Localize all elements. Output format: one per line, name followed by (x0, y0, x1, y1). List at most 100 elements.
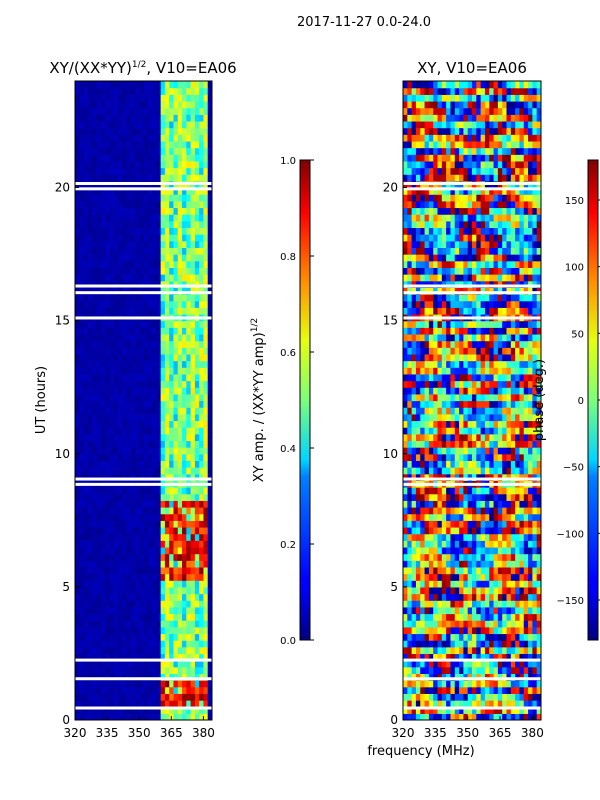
right-heatmap-cell (502, 507, 508, 515)
right-heatmap-cell (450, 553, 456, 561)
right-heatmap-cell (489, 573, 495, 581)
left-heatmap-cell (113, 460, 119, 468)
left-heatmap-cell (79, 453, 85, 462)
left-heatmap-cell (203, 680, 209, 688)
right-heatmap-cell (532, 420, 538, 428)
left-heatmap-cell (147, 640, 153, 648)
left-heatmap-cell (79, 234, 85, 242)
left-heatmap-cell (75, 600, 80, 608)
left-heatmap-cell (203, 300, 209, 308)
left-heatmap-cell (173, 626, 179, 635)
left-heatmap-cell (92, 340, 98, 348)
left-heatmap-cell (173, 633, 179, 641)
right-heatmap-cell (476, 453, 482, 462)
right-heatmap-cell (467, 600, 473, 608)
right-heatmap-cell (497, 526, 503, 535)
right-heatmap-cell (407, 533, 413, 541)
right-heatmap-cell (437, 507, 443, 515)
left-heatmap-cell (139, 487, 145, 495)
left-heatmap-cell (109, 620, 115, 628)
left-heatmap-cell (194, 254, 200, 262)
right-heatmap-cell (454, 340, 460, 348)
right-heatmap-cell (489, 553, 495, 561)
right-heatmap-cell (489, 566, 495, 575)
left-heatmap-cell (109, 267, 115, 275)
left-heatmap-cell (79, 154, 85, 162)
right-heatmap-cell (519, 367, 525, 375)
left-heatmap-cell (147, 81, 153, 89)
left-heatmap-cell (130, 260, 136, 268)
right-heatmap-cell (415, 387, 421, 395)
left-heatmap-cell (199, 353, 205, 362)
right-heatmap-cell (489, 533, 495, 541)
left-heatmap-cell (117, 360, 123, 368)
right-heatmap-cell (411, 467, 417, 475)
right-heatmap-cell (497, 453, 503, 462)
right-heatmap-cell (428, 673, 434, 681)
right-heatmap-cell (532, 487, 538, 495)
left-heatmap-cell (177, 373, 183, 382)
left-heatmap-cell (113, 247, 119, 255)
left-heatmap-cell (87, 100, 93, 109)
right-heatmap-cell (467, 633, 473, 641)
right-heatmap-cell (463, 373, 469, 382)
left-heatmap-cell (186, 134, 192, 142)
left-heatmap-cell (83, 87, 89, 95)
left-heatmap-cell (83, 367, 89, 375)
left-heatmap-cell (182, 333, 187, 342)
left-heatmap-cell (207, 353, 212, 362)
left-heatmap-cell (194, 147, 200, 155)
right-heatmap-cell (420, 593, 426, 601)
left-heatmap-cell (173, 447, 179, 455)
right-heatmap-cell (532, 706, 538, 714)
right-heatmap-cell (532, 600, 538, 608)
right-heatmap-cell (480, 447, 486, 455)
right-heatmap-cell (506, 400, 512, 408)
left-heatmap-cell (126, 240, 132, 249)
right-heatmap-cell (437, 713, 443, 720)
right-heatmap-cell (502, 360, 508, 368)
left-heatmap-cell (117, 320, 123, 328)
left-heatmap-cell (177, 700, 183, 708)
right-heatmap-cell (454, 353, 460, 362)
left-heatmap-cell (143, 573, 149, 581)
left-heatmap-cell (207, 520, 212, 528)
left-heatmap-cell (169, 706, 175, 714)
left-heatmap-cell (164, 586, 170, 595)
right-heatmap-cell (497, 626, 503, 635)
right-heatmap-cell (428, 487, 434, 495)
right-heatmap-cell (407, 646, 413, 655)
left-heatmap-cell (117, 673, 123, 681)
left-heatmap-cell (126, 440, 132, 448)
left-heatmap-cell (169, 693, 175, 701)
left-heatmap-cell (104, 94, 110, 102)
left-heatmap-cell (203, 174, 209, 182)
right-heatmap-cell (411, 526, 417, 535)
left-heatmap-cell (113, 107, 119, 115)
right-heatmap-cell (528, 706, 533, 714)
left-heatmap-cell (87, 407, 93, 415)
right-heatmap-cell (463, 593, 469, 601)
right-heatmap-cell (472, 520, 477, 528)
left-heatmap-cell (173, 294, 179, 302)
left-heatmap-cell (134, 100, 140, 109)
left-heatmap-cell (182, 500, 187, 508)
right-heatmap-cell (411, 600, 417, 608)
left-heatmap-cell (182, 340, 187, 348)
left-heatmap-cell (173, 387, 179, 395)
right-heatmap-cell (437, 626, 443, 635)
left-heatmap-cell (169, 320, 175, 328)
right-heatmap-cell (411, 327, 417, 335)
right-heatmap-cell (411, 500, 417, 508)
left-heatmap-cell (173, 134, 179, 142)
right-heatmap-cell (532, 413, 538, 422)
right-heatmap-cell (536, 507, 541, 515)
left-heatmap-cell (79, 573, 85, 581)
right-heatmap-cell (424, 413, 430, 422)
left-heatmap-cell (87, 247, 93, 255)
right-heatmap-cell (484, 453, 490, 462)
left-heatmap-cell (194, 81, 200, 89)
left-heatmap-cell (143, 353, 149, 362)
right-heatmap-cell (463, 427, 469, 435)
right-heatmap-cell (510, 560, 516, 568)
